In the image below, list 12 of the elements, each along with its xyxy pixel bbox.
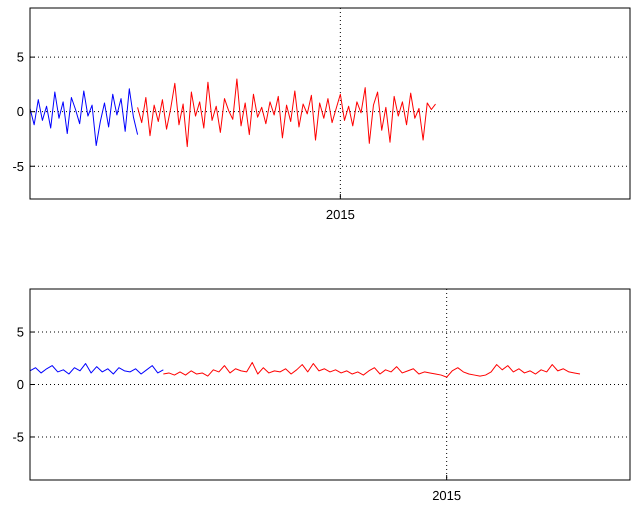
x-tick-label: 2015 [432,488,462,503]
y-tick-label: -5 [12,430,24,445]
line-series [162,362,580,378]
line-series [30,363,164,375]
line-series [30,88,138,146]
line-series [137,78,436,148]
y-tick-label: 0 [16,377,24,392]
y-tick-label: 5 [16,324,24,340]
y-tick-label: 0 [16,104,24,120]
x-tick-label: 2015 [326,207,355,222]
y-tick-label: -5 [12,158,24,174]
y-tick-label: 5 [16,50,24,65]
